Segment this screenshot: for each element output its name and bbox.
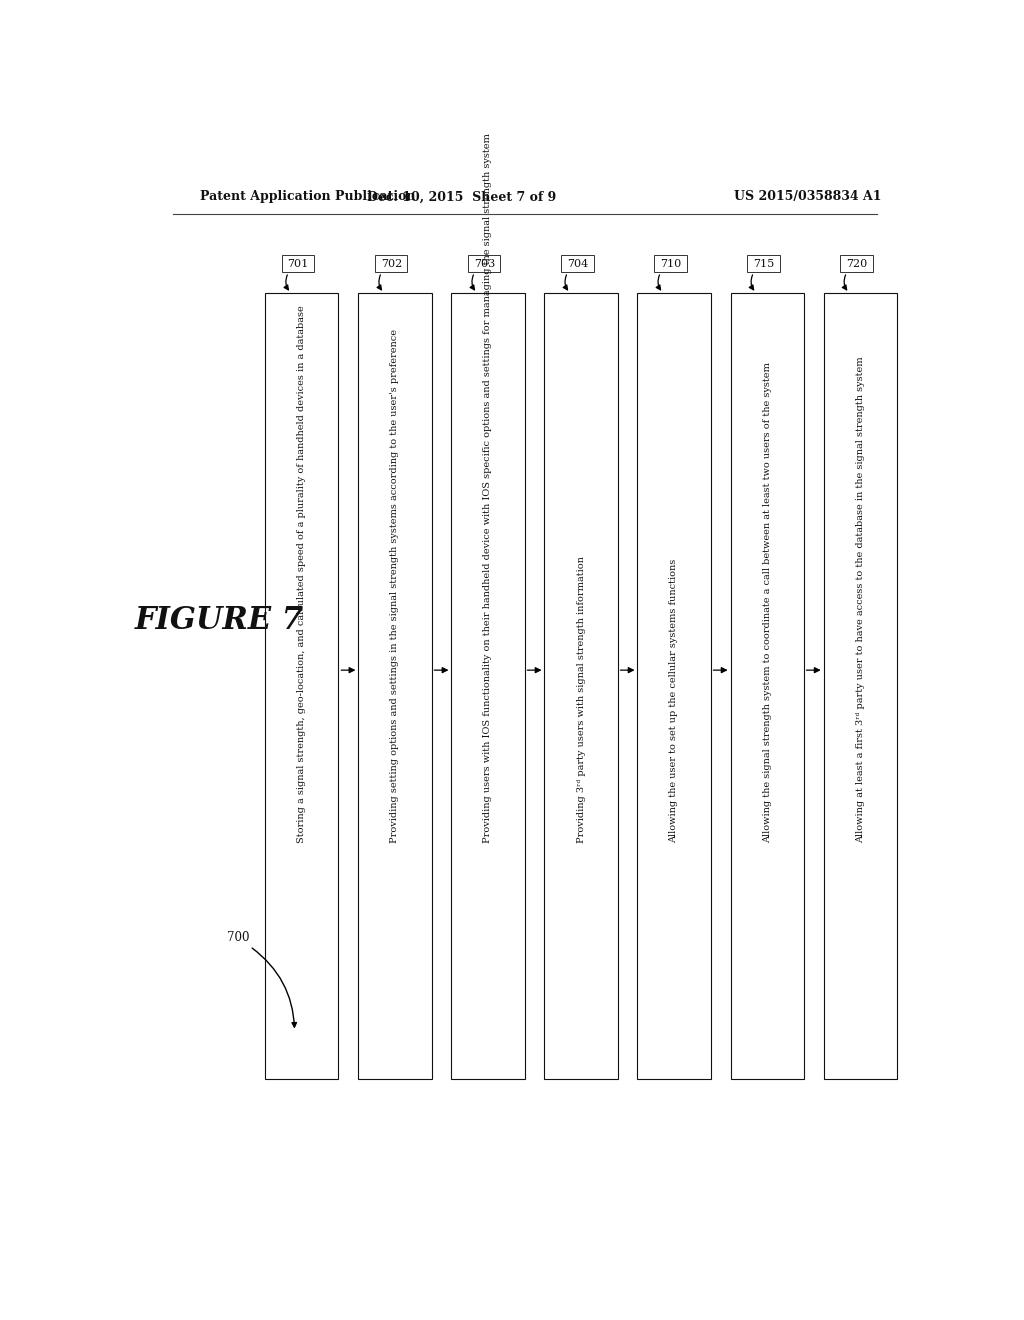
- Bar: [545, 293, 617, 1078]
- Text: 703: 703: [474, 259, 495, 269]
- Bar: [375, 256, 408, 272]
- Text: Storing a signal strength, geo-location, and calculated speed of a plurality of : Storing a signal strength, geo-location,…: [297, 305, 306, 843]
- Bar: [638, 293, 711, 1078]
- Bar: [265, 293, 339, 1078]
- Text: 700: 700: [227, 931, 250, 944]
- Bar: [452, 293, 524, 1078]
- Text: 715: 715: [753, 259, 774, 269]
- Bar: [468, 256, 501, 272]
- Bar: [561, 256, 594, 272]
- Bar: [654, 256, 686, 272]
- Text: 720: 720: [846, 259, 867, 269]
- Text: Patent Application Publication: Patent Application Publication: [200, 190, 416, 203]
- Text: Allowing at least a first 3ʳᵈ party user to have access to the database in the s: Allowing at least a first 3ʳᵈ party user…: [856, 356, 864, 843]
- Text: Allowing the signal strength system to coordinate a call between at least two us: Allowing the signal strength system to c…: [763, 362, 772, 843]
- Bar: [823, 293, 897, 1078]
- Text: Allowing the user to set up the cellular systems functions: Allowing the user to set up the cellular…: [670, 558, 679, 843]
- Text: Providing setting options and settings in the signal strength systems according : Providing setting options and settings i…: [390, 329, 399, 843]
- Text: Providing 3ʳᵈ party users with signal strength information: Providing 3ʳᵈ party users with signal st…: [577, 556, 586, 843]
- Text: Dec. 10, 2015  Sheet 7 of 9: Dec. 10, 2015 Sheet 7 of 9: [367, 190, 556, 203]
- Bar: [282, 256, 314, 272]
- Text: 710: 710: [659, 259, 681, 269]
- Bar: [730, 293, 804, 1078]
- Text: US 2015/0358834 A1: US 2015/0358834 A1: [734, 190, 882, 203]
- Bar: [358, 293, 431, 1078]
- Text: 702: 702: [381, 259, 401, 269]
- Bar: [841, 256, 872, 272]
- Text: 704: 704: [566, 259, 588, 269]
- Text: Providing users with IOS functionality on their handheld device with IOS specifi: Providing users with IOS functionality o…: [483, 133, 493, 843]
- Text: FIGURE 7: FIGURE 7: [134, 605, 303, 636]
- Text: 701: 701: [288, 259, 309, 269]
- Bar: [748, 256, 779, 272]
